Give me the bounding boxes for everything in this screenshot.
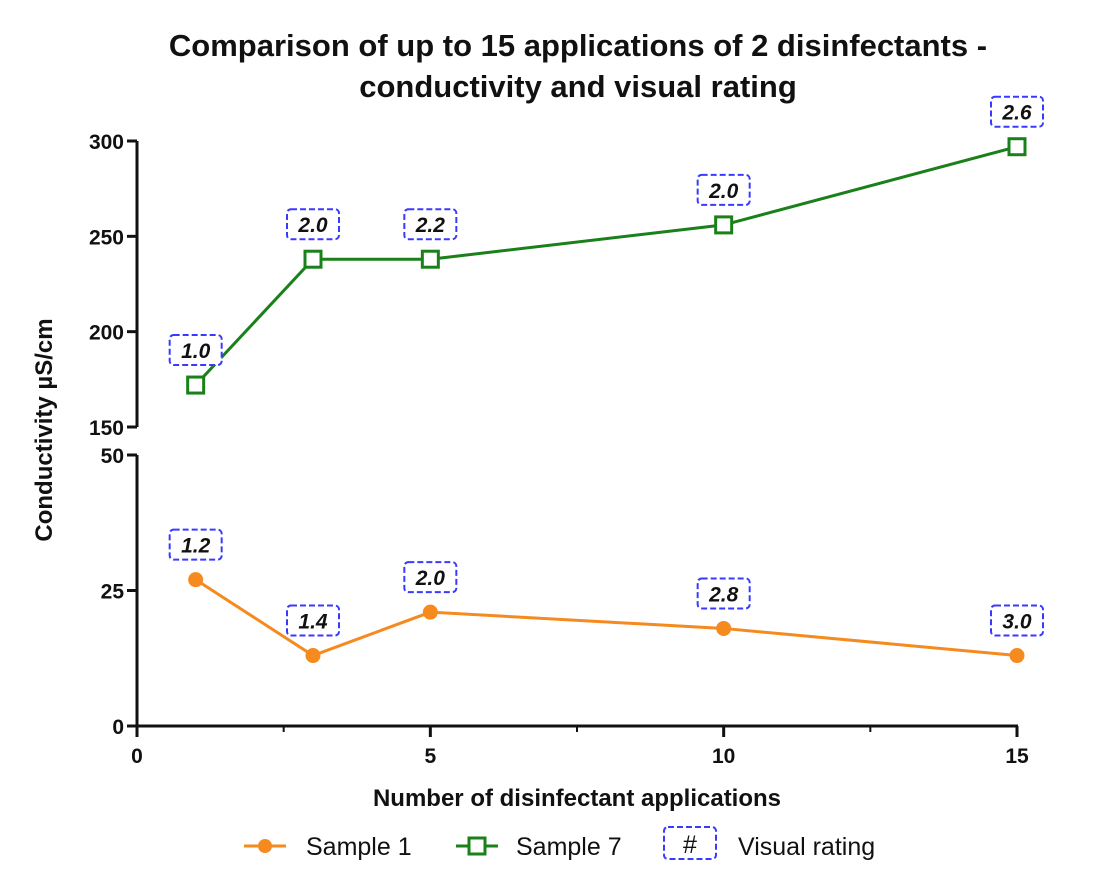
x-tick-label: 10	[712, 745, 735, 768]
sample-1-rating-box	[168, 528, 223, 561]
sample-1-point	[716, 620, 732, 636]
chart-title-line-1: Comparison of up to 15 applications of 2…	[169, 28, 987, 63]
y-tick-label: 50	[101, 445, 124, 468]
legend-visual-rating-label: Visual rating	[738, 833, 875, 861]
y-axis-title: Conductivity µS/cm	[31, 318, 58, 541]
legend-sample-1-marker	[258, 839, 272, 853]
legend-sample-7-marker	[467, 836, 487, 856]
x-tick-label: 5	[424, 745, 436, 768]
sample-7-rating-label: 2.2	[415, 214, 446, 237]
sample-1-rating-label: 2.0	[415, 567, 446, 590]
sample-1-rating-label: 1.4	[298, 611, 328, 634]
legend-sample-7-label: Sample 7	[516, 833, 622, 861]
sample-7-rating-label: 2.0	[297, 214, 328, 237]
sample-1-rating-box	[403, 561, 458, 594]
visual-ratings-layer: 1.2 1.4 2.0 2.8 3.0 1.0 2.0 2.2 2.0 2.6	[168, 95, 1044, 637]
sample-7-rating-box	[168, 334, 223, 367]
sample-7-rating-box	[990, 95, 1044, 128]
sample-1-rating-label: 2.8	[708, 583, 739, 606]
sample-7-rating-label: 2.0	[708, 180, 739, 203]
legend-sample-1-label: Sample 1	[306, 833, 412, 861]
x-axis-title: Number of disinfectant applications	[373, 785, 781, 812]
sample-7-rating-box	[403, 208, 458, 241]
sample-7-rating-box	[286, 208, 340, 241]
sample-1-rating-box	[990, 604, 1044, 637]
sample-1-point	[422, 604, 438, 620]
sample-1-point	[1009, 648, 1025, 664]
sample-7-rating-label: 2.6	[1001, 102, 1032, 125]
x-tick-label: 15	[1005, 745, 1029, 768]
sample-1-rating-box	[696, 577, 751, 610]
y-tick-label: 150	[89, 417, 124, 440]
series-layer	[186, 137, 1027, 664]
sample-7-point	[714, 215, 734, 235]
y-tick-label: 0	[112, 716, 124, 739]
sample-1-point	[188, 572, 204, 588]
legend-visual-rating-box	[663, 826, 717, 860]
sample-1-point	[305, 648, 321, 664]
sample-7-rating-box	[696, 173, 751, 206]
sample-1-rating-label: 3.0	[1002, 611, 1032, 634]
sample-7-point	[1007, 137, 1027, 157]
x-tick-label: 0	[131, 745, 143, 768]
sample-7-point	[303, 249, 323, 269]
sample-7-point	[186, 375, 206, 395]
legend-visual-rating-symbol: #	[683, 831, 697, 859]
sample-1-rating-box	[286, 604, 340, 637]
sample-7-point	[420, 249, 440, 269]
chart-title-line-2: conductivity and visual rating	[359, 69, 797, 104]
y-tick-label: 200	[89, 322, 124, 345]
sample-7-rating-label: 1.0	[181, 340, 211, 363]
y-tick-label: 250	[89, 226, 124, 249]
y-tick-label: 300	[89, 131, 124, 154]
y-tick-label: 25	[101, 581, 125, 604]
legend: Sample 1 Sample 7 # Visual rating	[244, 826, 875, 861]
sample-1-rating-label: 1.2	[181, 535, 211, 558]
axes: 150 200 250 300 0 25 50 0 5 10 15	[89, 131, 1029, 768]
